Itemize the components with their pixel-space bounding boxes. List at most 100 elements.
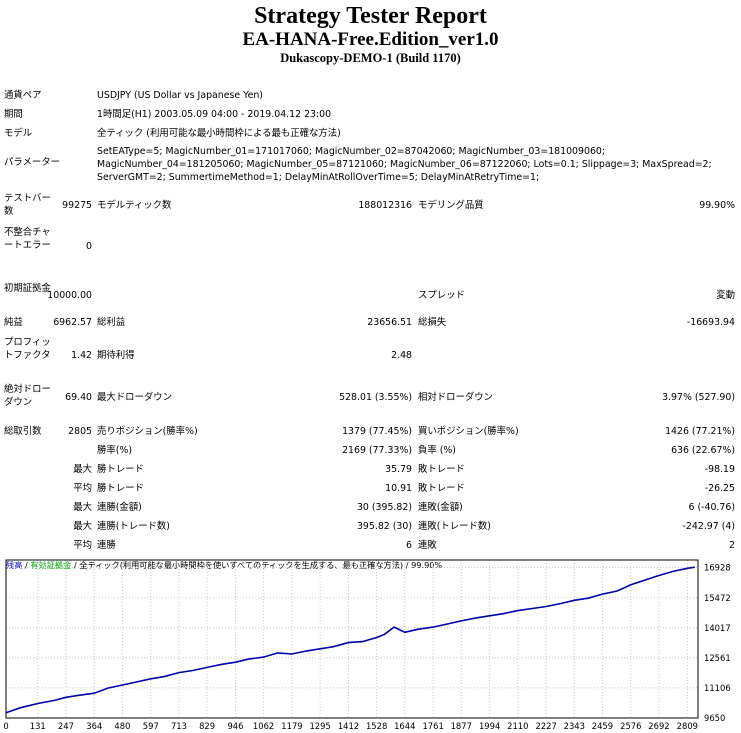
gross-loss-value: -16693.94 [686,317,735,328]
x-tick-label: 2459 [592,721,613,731]
average-prefix-2: 平均 [73,540,92,551]
cons-loss-label: 連敗(トレード数) [418,521,491,532]
x-tick-label: 131 [30,721,46,731]
largest-loss-value: -98.19 [704,464,735,475]
cons-losses-label: 連敗(金額) [418,502,463,513]
x-tick-label: 2576 [620,721,641,731]
bars-value: 99275 [62,200,92,211]
plot-frame [5,559,699,719]
y-tick-label: 9650 [704,713,725,723]
expected-payoff-value: 2.48 [391,350,412,361]
x-tick-label: 1644 [394,721,415,731]
ticks-label: モデルティック数 [97,200,172,211]
largest-win-value: 35.79 [385,464,412,475]
params-value: SetEAType=5; MagicNumber_01=171017060; M… [97,146,712,183]
symbol-value: USDJPY (US Dollar vs Japanese Yen) [97,90,263,101]
quality-value: 99.90% [699,200,735,211]
x-tick-label: 597 [143,721,159,731]
x-tick-label: 1761 [422,721,443,731]
largest-win-label: 勝トレード [97,464,144,475]
balance-chart-svg: 残高 / 有効証拠金 / 全ティック(利用可能な最小時間枠を使いすべてのティック… [4,559,731,731]
bars-label: テストバー数 [4,193,51,217]
avg-loss-label: 敗トレード [418,483,465,494]
ea-name: EA-HANA-Free.Edition_ver1.0 [242,29,499,50]
legend-sep-3: / [403,560,411,570]
cons-profit-value: 395.82 (30) [356,521,412,532]
cons-wins-value: 30 (395.82) [356,502,412,513]
balance-chart: 残高 / 有効証拠金 / 全ティック(利用可能な最小時間枠を使いすべてのティック… [4,557,737,731]
gross-loss-label: 総損失 [418,317,447,328]
max-drawdown-value: 528.01 (3.55%) [339,392,412,403]
period-label: 期間 [4,109,23,120]
mismatch-label: 不整合チャートエラー [4,227,51,251]
x-tick-label: 1994 [479,721,500,731]
quality-label: モデリング品質 [418,200,484,211]
x-tick-label: 1295 [309,721,330,731]
ticks-value: 188012316 [358,200,412,211]
params-label: パラメーター [4,157,60,168]
loss-rate-label: 負率 (%) [418,445,456,456]
balance-line [5,566,695,714]
model-value: 全ティック (利用可能な最小時間枠による最も正確な方法) [97,128,341,139]
profit-factor-value: 1.42 [71,350,92,361]
x-tick-label: 946 [227,721,243,731]
loss-rate-value: 636 (22.67%) [671,445,735,456]
avg-cons-wins-value: 6 [406,540,412,551]
avg-win-label: 勝トレード [97,483,144,494]
rel-drawdown-value: 3.97% (527.90) [662,392,735,403]
avg-cons-losses-label: 連敗 [418,540,437,551]
short-positions-value: 1379 (77.45%) [342,426,412,437]
largest-loss-label: 敗トレード [418,464,465,475]
cons-wins-label: 連勝(金額) [97,502,142,513]
cons-loss-value: -242.97 (4) [682,521,735,532]
net-profit-value: 6962.57 [53,317,92,328]
x-tick-label: 1062 [253,721,274,731]
x-tick-label: 0 [4,721,9,731]
net-profit-label: 純益 [4,317,23,328]
y-tick-label: 15472 [704,593,731,603]
legend-balance: 残高 [6,560,22,570]
spread-value: 変動 [716,290,735,301]
avg-win-value: 10.91 [385,483,412,494]
max-prefix-2: 最大 [73,521,92,532]
average-prefix: 平均 [73,483,92,494]
legend-sep-1: / [22,560,30,570]
avg-cons-losses-value: 2 [729,540,735,551]
abs-drawdown-label: 絶対ドローダウン [4,384,51,408]
x-tick-label: 2227 [535,721,556,731]
y-tick-label: 12561 [704,653,731,663]
cons-losses-value: 6 (-40.76) [688,502,735,513]
max-drawdown-label: 最大ドローダウン [97,392,173,403]
period-value: 1時間足(H1) 2003.05.09 04:00 - 2019.04.12 2… [97,109,332,120]
x-tick-label: 1877 [451,721,472,731]
long-positions-label: 買いポジション(勝率%) [418,426,519,437]
cons-profit-label: 連勝(トレード数) [97,521,170,532]
short-positions-label: 売りポジション(勝率%) [97,426,198,437]
rel-drawdown-label: 相対ドローダウン [418,392,494,403]
y-tick-label: 16928 [704,563,731,573]
total-trades-value: 2805 [68,426,92,437]
x-tick-label: 364 [86,721,102,731]
legend-equity: 有効証拠金 [30,560,71,570]
mismatch-value: 0 [86,241,92,252]
legend-sep-2: / [71,560,79,570]
x-tick-label: 713 [171,721,187,731]
legend-quality: 99.90% [411,560,442,570]
deposit-value: 10000.00 [47,290,92,301]
y-tick-label: 11106 [704,683,731,693]
x-tick-label: 2809 [677,721,698,731]
x-tick-label: 1179 [281,721,302,731]
total-trades-label: 総取引数 [4,426,42,437]
y-tick-label: 14017 [704,623,731,633]
server-name: Dukascopy-DEMO-1 (Build 1170) [280,51,461,65]
win-rate-value: 2169 (77.33%) [342,445,412,456]
x-tick-label: 480 [114,721,130,731]
report-title: Strategy Tester Report [254,3,487,29]
largest-prefix: 最大 [73,464,92,475]
long-positions-value: 1426 (77.21%) [665,426,735,437]
expected-payoff-label: 期待利得 [97,350,135,361]
win-rate-label: 勝率(%) [97,445,132,456]
avg-loss-value: -26.25 [704,483,735,494]
abs-drawdown-value: 69.40 [65,392,92,403]
spread-label: スプレッド [418,290,465,301]
